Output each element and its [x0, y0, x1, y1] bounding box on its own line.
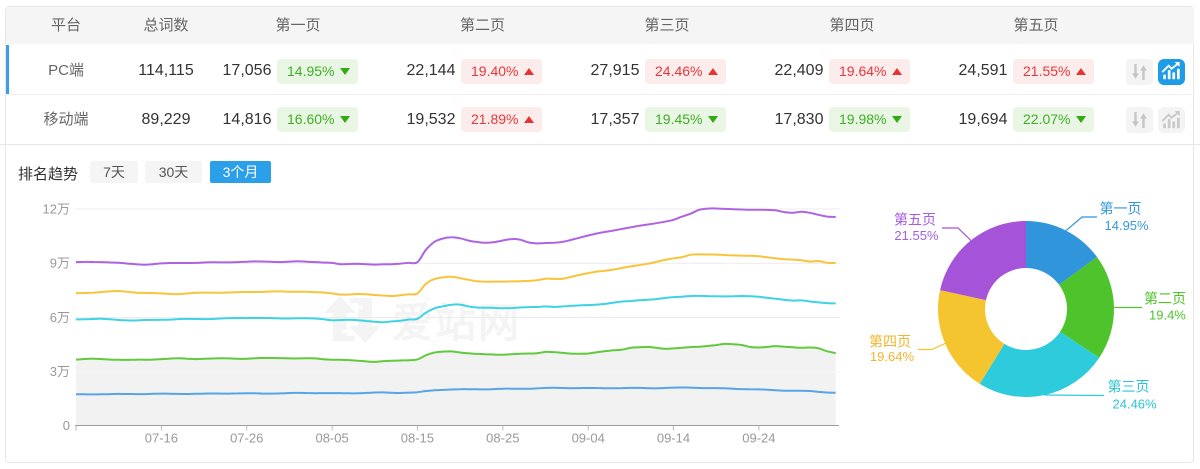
svg-text:09-04: 09-04 [572, 431, 605, 446]
svg-text:08-15: 08-15 [401, 431, 434, 446]
svg-text:第一页: 第一页 [1100, 201, 1142, 217]
svg-text:08-05: 08-05 [315, 431, 348, 446]
svg-text:12万: 12万 [43, 202, 70, 217]
svg-text:第三页: 第三页 [1108, 379, 1150, 395]
svg-text:19.4%: 19.4% [1149, 308, 1186, 323]
svg-text:爱站网: 爱站网 [392, 300, 521, 346]
svg-text:19.64%: 19.64% [870, 349, 915, 364]
svg-text:9万: 9万 [50, 256, 70, 271]
svg-text:09-14: 09-14 [657, 431, 690, 446]
svg-text:21.55%: 21.55% [894, 228, 939, 243]
svg-text:07-26: 07-26 [230, 431, 263, 446]
svg-text:08-25: 08-25 [486, 431, 519, 446]
svg-text:3万: 3万 [50, 364, 70, 379]
svg-text:第四页: 第四页 [869, 334, 911, 350]
svg-text:6万: 6万 [50, 310, 70, 325]
svg-text:14.95%: 14.95% [1105, 218, 1150, 233]
svg-text:09-24: 09-24 [742, 431, 775, 446]
svg-text:第二页: 第二页 [1144, 291, 1186, 307]
svg-text:24.46%: 24.46% [1113, 397, 1158, 412]
svg-text:07-16: 07-16 [145, 431, 178, 446]
svg-text:0: 0 [63, 418, 70, 433]
svg-text:第五页: 第五页 [894, 212, 936, 228]
